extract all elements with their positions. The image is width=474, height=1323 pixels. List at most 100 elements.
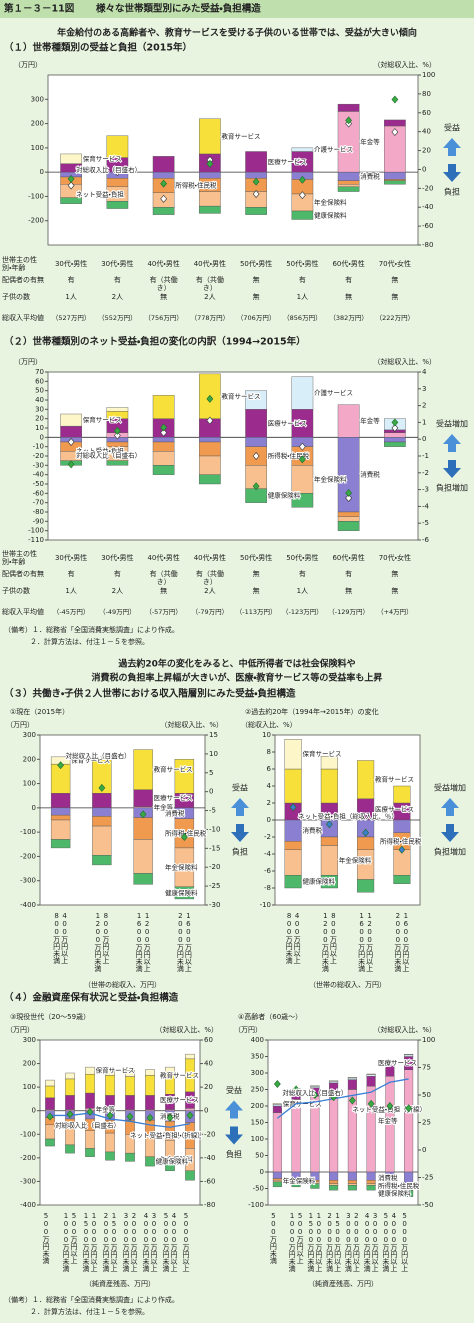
series-label: 年金等 (154, 802, 174, 811)
bar-segment (165, 1066, 175, 1074)
income-value: （856万円） (283, 314, 322, 322)
y-tick-label: -100 (248, 1201, 264, 1209)
bar-segment (174, 886, 195, 900)
bar-segment (291, 147, 314, 152)
category-label: 500万円以上1000万円未満 (62, 1212, 78, 1272)
note: （備考）１．総務省「全国消費実態調査」により作成。 (4, 1295, 179, 1304)
y-tick-label: -200 (20, 852, 36, 860)
y2-tick-label: 15 (209, 731, 218, 739)
bar-segment (366, 1085, 376, 1173)
y-tick-label: 200 (23, 755, 36, 763)
arrow (441, 798, 459, 816)
bar-segment (199, 441, 221, 457)
series-label: 対総収入比（目盛右） (66, 751, 131, 760)
bar-segment (357, 879, 375, 893)
table-cell: 無 (391, 276, 399, 284)
bar-segment (245, 171, 267, 179)
y2-tick-label: 60 (422, 109, 431, 117)
bar-segment (320, 836, 338, 846)
marker (146, 1113, 154, 1122)
series-label: 所得税・住民税 (175, 181, 217, 190)
series-label: 所得税・住民税 (378, 1181, 420, 1190)
arrow (443, 138, 461, 156)
title-bar (0, 0, 474, 18)
table-cell: 2人 (111, 293, 124, 301)
category-label: 1500万円以上2000万円未満 (325, 1212, 342, 1272)
marker (160, 423, 168, 432)
y2-tick-label: -40 (204, 1154, 215, 1162)
y-tick-label: -110 (28, 536, 44, 544)
bar-segment (133, 817, 153, 840)
marker (67, 174, 75, 183)
bar-segment (272, 1112, 282, 1173)
income-value: （382万円） (329, 314, 368, 322)
y2-tick-label: -3 (422, 486, 429, 494)
y2-tick-label: 0 (204, 1107, 208, 1115)
bar-segment (152, 395, 175, 419)
bar-segment (199, 118, 221, 155)
series-label: 消費税 (360, 470, 380, 479)
table-cell: 2人 (204, 293, 216, 301)
marker (113, 426, 121, 435)
category-label: 30代・男性 (54, 260, 88, 268)
category-label: 50代・男性 (239, 554, 273, 562)
arrow (443, 164, 461, 182)
bar-segment (272, 1104, 282, 1107)
bar-segment (347, 1183, 357, 1186)
y-tick-label: 30 (35, 405, 44, 413)
marker (98, 783, 106, 792)
y2-tick-label: 40 (422, 128, 431, 136)
marker (252, 177, 260, 186)
y-tick-label: 0 (260, 1168, 264, 1176)
y2-axis-label: （対総収入比、%） (373, 1025, 436, 1034)
table-cell: 有（共働き） (149, 570, 178, 586)
table-cell: 1人 (65, 293, 77, 301)
bar-segment (329, 1092, 339, 1173)
bar-segment (199, 474, 221, 485)
category-label: 30代・男性 (54, 554, 88, 562)
marker (126, 1112, 134, 1121)
bar-segment (92, 855, 112, 866)
bar-segment (393, 819, 411, 833)
bar-segment (366, 1074, 376, 1077)
bar-segment (152, 156, 175, 173)
x-axis-label: （世帯の総収入、万円） (309, 980, 386, 989)
lead: 年金給付のある高齢者や、教育サービスを受ける子供のいる世帯では、受益が大きい傾向 (57, 27, 417, 39)
income-value: （-49万円） (99, 608, 136, 616)
series-label: 所得税・住民税 (268, 451, 310, 460)
bar-segment (310, 1085, 320, 1087)
bar-segment (106, 441, 129, 447)
y2-tick-label: -4 (422, 502, 430, 510)
category-label: 40代・男性 (193, 260, 227, 268)
y-tick-label: -300 (20, 877, 36, 885)
bar-segment (337, 184, 360, 187)
y2-tick-label: 25 (422, 1119, 431, 1127)
table-cell: 有 (345, 276, 353, 284)
category-label: 60代・男性 (332, 554, 365, 562)
x-axis-label: （純資産残高、万円） (308, 1279, 378, 1288)
bar-segment (92, 807, 112, 817)
marker (348, 1096, 356, 1105)
y2-tick-label: -1 (422, 452, 429, 460)
marker (252, 190, 260, 198)
y2-tick-label: 40 (204, 1060, 213, 1068)
y-tick-label: 350 (251, 1053, 264, 1061)
y-tick-label: -50 (33, 480, 44, 488)
bar-segment (357, 836, 375, 850)
y-tick-label: 150 (251, 1119, 264, 1127)
bar-segment (329, 1180, 339, 1184)
series-label: 年金等 (360, 416, 380, 425)
bar-segment (366, 1171, 376, 1181)
series-label: 健康保険料 (156, 1156, 189, 1165)
series-label: 医療サービス (154, 793, 193, 802)
figure-title: 様々な世帯類型別にみた受益・負担構造 (96, 3, 261, 15)
bar-segment (329, 1080, 339, 1082)
y2-tick-label: -15 (209, 844, 220, 852)
series-label: 健康保険料 (378, 1188, 411, 1197)
y2-tick-label: 80 (422, 90, 431, 98)
arrow (231, 824, 249, 842)
y-tick-label: 50 (255, 1152, 264, 1160)
y-axis-label: （万円） (14, 61, 42, 69)
y-axis-label: （万円） (234, 1026, 262, 1034)
